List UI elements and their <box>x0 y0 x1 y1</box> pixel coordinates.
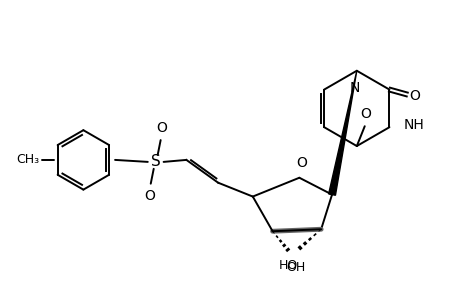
Text: O: O <box>409 89 420 103</box>
Text: NH: NH <box>403 118 423 132</box>
Text: S: S <box>151 154 160 169</box>
Text: O: O <box>295 156 306 170</box>
Text: O: O <box>144 189 155 202</box>
Text: OH: OH <box>285 261 304 274</box>
Text: O: O <box>359 107 370 121</box>
Text: HO: HO <box>278 259 297 272</box>
Text: CH₃: CH₃ <box>17 153 39 167</box>
Polygon shape <box>328 71 356 195</box>
Text: N: N <box>349 81 359 94</box>
Text: O: O <box>156 121 167 135</box>
